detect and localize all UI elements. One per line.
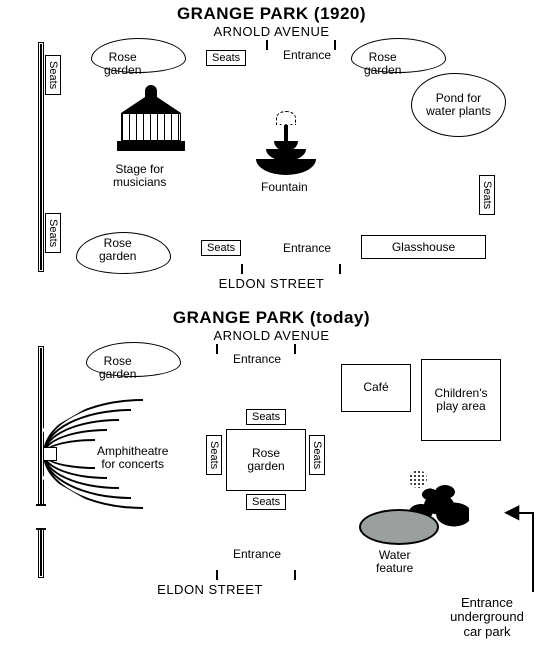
map1-seats-top: Seats	[206, 50, 246, 66]
map2-frame: Entrance Entrance Rose garden Rose garde…	[38, 346, 44, 578]
map1-seats-left-top: Seats	[45, 55, 61, 95]
map1-glasshouse: Glasshouse	[361, 235, 486, 259]
map1-pond: Pond for water plants	[411, 73, 506, 137]
map1-frame: Entrance Entrance Seats Seats Seats Seat…	[38, 42, 44, 272]
map1-stage-label: Stage for musicians	[113, 163, 166, 188]
map2-seats-left: Seats	[206, 435, 222, 475]
map1-rose-top-right-label: Rose garden	[364, 51, 401, 76]
map2-play-area: Children's play area	[421, 359, 501, 441]
map1-fountain-label: Fountain	[261, 181, 308, 194]
map2-water-feature-icon	[359, 475, 469, 545]
map1-rose-top-left-label: Rose garden	[104, 51, 141, 76]
map1-entrance-bottom	[241, 264, 341, 274]
map2-water-feature-label: Water feature	[376, 549, 413, 574]
map2-amphitheatre-label: Amphitheatre for concerts	[97, 445, 168, 470]
map1-entrance-top-label: Entrance	[283, 49, 331, 62]
map1-rose-bottom-left-label: Rose garden	[99, 237, 136, 262]
map2-seats-bottom: Seats	[246, 494, 286, 510]
map1-fountain-icon	[256, 105, 316, 175]
map2-seats-right: Seats	[309, 435, 325, 475]
carpark-arrow-head: ◀	[504, 502, 519, 522]
map1-entrance-bottom-label: Entrance	[283, 242, 331, 255]
carpark-entrance-label: Entrance underground car park	[432, 596, 542, 639]
map1-stage-icon	[111, 93, 191, 173]
map2-title: GRANGE PARK (today)	[0, 308, 543, 328]
carpark-arrow-v	[532, 512, 534, 592]
map1-seats-right: Seats	[479, 175, 495, 215]
map1-south-street: ELDON STREET	[0, 276, 543, 291]
map2-entrance-bottom-label: Entrance	[233, 548, 281, 561]
map2-rose-top-left-label: Rose garden	[99, 355, 136, 380]
map1-seats-bottom: Seats	[201, 240, 241, 256]
map2-cafe: Café	[341, 364, 411, 412]
map2-center-rose: Rose garden	[226, 429, 306, 491]
map2-entrance-top-label: Entrance	[233, 353, 281, 366]
map1-title: GRANGE PARK (1920)	[0, 4, 543, 24]
map1-seats-left-bottom: Seats	[45, 213, 61, 253]
map1-north-street: ARNOLD AVENUE	[0, 24, 543, 39]
map2-entrance-bottom	[216, 570, 296, 580]
map2-north-street: ARNOLD AVENUE	[0, 328, 543, 343]
map2-south-street: ELDON STREET	[0, 582, 420, 597]
map2-seats-top: Seats	[246, 409, 286, 425]
